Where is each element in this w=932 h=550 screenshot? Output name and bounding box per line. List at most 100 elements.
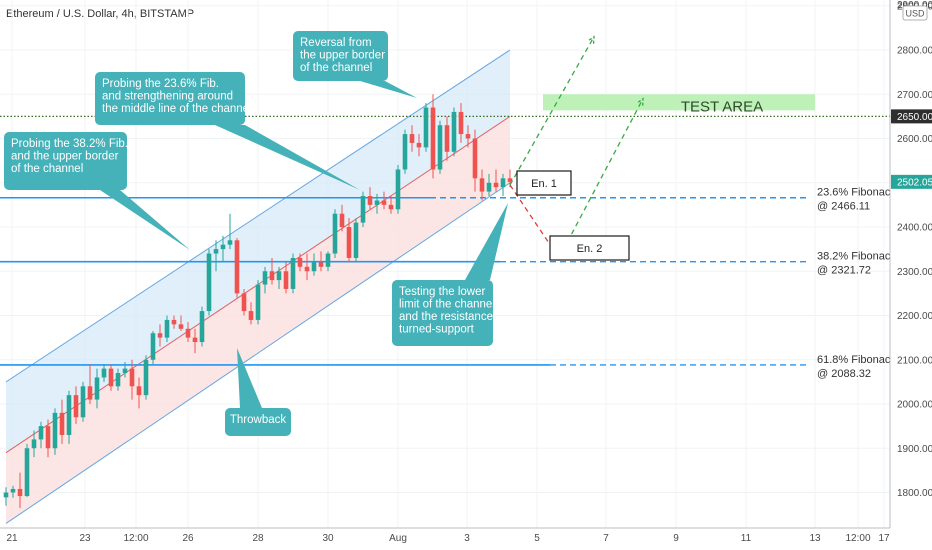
callout-box xyxy=(4,132,127,190)
callout-tail xyxy=(465,203,508,280)
current-price-label: 2502.05 xyxy=(897,177,932,188)
candle-body xyxy=(339,213,345,227)
callout-tail xyxy=(360,81,417,98)
callout-text: and the upper border xyxy=(11,151,119,163)
channel-lower-border xyxy=(5,182,511,524)
candle-body xyxy=(346,227,352,258)
callout-throwback: Throwback xyxy=(225,348,291,436)
time-tick-label: 12:00 xyxy=(845,533,870,544)
candle-body xyxy=(500,178,506,188)
time-tick-label: 12:00 xyxy=(123,533,148,544)
candle-body xyxy=(220,244,226,250)
callout-box xyxy=(225,408,291,436)
current-price-badge xyxy=(891,174,932,189)
candle-body xyxy=(507,178,513,182)
entry-label: En. 2 xyxy=(577,243,603,255)
candle-body xyxy=(45,426,51,449)
callout-tail xyxy=(100,190,190,250)
candle-body xyxy=(297,257,303,267)
time-tick-label: 21 xyxy=(6,533,18,544)
resistance-price-badge xyxy=(891,109,932,124)
candle-body xyxy=(38,426,44,440)
callout-text: turned-support xyxy=(399,324,475,336)
fib-label: 38.2% Fibonacci xyxy=(817,251,898,263)
callout-text: the middle line of the channel xyxy=(102,103,252,115)
chart-title: Ethereum / U.S. Dollar, 4h, BITSTAMP xyxy=(6,8,195,20)
candle-body xyxy=(24,448,30,497)
callout-tail xyxy=(237,348,262,408)
projections xyxy=(509,35,644,260)
channel-upper-fill xyxy=(6,50,510,453)
candle-body xyxy=(87,386,93,400)
callout-box xyxy=(95,72,245,125)
callout-text: Probing the 38.2% Fib. xyxy=(11,138,128,150)
callout-text: of the channel xyxy=(11,163,83,175)
callout-text: Reversal from xyxy=(300,37,372,49)
price-tick-label: 1900.00 xyxy=(897,444,932,455)
price-tick-label: 2700.00 xyxy=(897,90,932,101)
callout-text: Probing the 23.6% Fib. xyxy=(102,78,219,90)
candle-body xyxy=(486,182,492,192)
callout-text: the upper border xyxy=(300,50,385,62)
price-tick-label-top: 2900.00 xyxy=(897,0,932,11)
candle-body xyxy=(451,111,457,152)
price-tick-label: 2300.00 xyxy=(897,267,932,278)
candle-body xyxy=(332,213,338,254)
entry-label: En. 1 xyxy=(531,178,557,190)
callout-probe-236: Probing the 23.6% Fib.and strengthening … xyxy=(95,72,360,190)
currency-badge xyxy=(902,5,928,21)
callout-box xyxy=(293,31,388,81)
candle-body xyxy=(430,107,436,170)
candle-body xyxy=(10,488,16,493)
time-tick-label: 11 xyxy=(741,533,752,544)
entry-box xyxy=(549,235,630,261)
fib-label: 23.6% Fibonacci xyxy=(817,187,898,199)
projection-up-1 xyxy=(509,36,595,186)
candle-body xyxy=(381,200,387,205)
fib-label: 61.8% Fibonacci xyxy=(817,354,898,366)
candle-body xyxy=(290,257,296,289)
candle-body xyxy=(17,488,23,497)
callouts: Probing the 38.2% Fib.and the upper bord… xyxy=(4,31,508,436)
candle-body xyxy=(437,125,443,170)
candle-body xyxy=(374,200,380,205)
fibonacci-levels: 23.6% Fibonacci @ 2466.11 38.2% Fibonacci @… xyxy=(0,187,898,380)
fib-value: @ 2088.32 xyxy=(817,368,871,380)
candle-body xyxy=(409,134,415,143)
candle-body xyxy=(59,412,65,435)
price-tick-label: 2400.00 xyxy=(897,223,932,234)
candle-body xyxy=(479,178,485,192)
candle-body xyxy=(423,107,429,148)
candle-body xyxy=(3,492,9,498)
time-tick-label: 23 xyxy=(79,533,91,544)
candle-body xyxy=(458,111,464,135)
candle-body xyxy=(360,196,366,223)
time-tick-label: 26 xyxy=(182,533,194,544)
candle-body xyxy=(444,125,450,152)
candle-body xyxy=(115,373,121,387)
candles xyxy=(3,94,513,508)
candle-body xyxy=(143,359,149,396)
candle-body xyxy=(493,182,499,188)
candle-body xyxy=(150,333,156,360)
price-tick-label: 2100.00 xyxy=(897,355,932,366)
callout-text: and strengthening around xyxy=(102,91,233,103)
time-tick-label: 17 xyxy=(878,533,890,544)
price-tick-label: 2000.00 xyxy=(897,400,932,411)
time-tick-label: 9 xyxy=(673,533,679,544)
callout-text: and the resistance- xyxy=(399,311,497,323)
candle-body xyxy=(311,262,317,272)
candle-body xyxy=(206,253,212,312)
candle-body xyxy=(136,386,142,396)
candle-body xyxy=(388,204,394,210)
candle-body xyxy=(108,368,114,387)
projection-up-2 xyxy=(558,98,644,259)
candle-body xyxy=(318,262,324,267)
candle-body xyxy=(192,337,198,343)
candle-body xyxy=(241,293,247,312)
price-tick-label: 2200.00 xyxy=(897,311,932,322)
candle-body xyxy=(122,368,128,374)
candle-body xyxy=(276,271,282,281)
